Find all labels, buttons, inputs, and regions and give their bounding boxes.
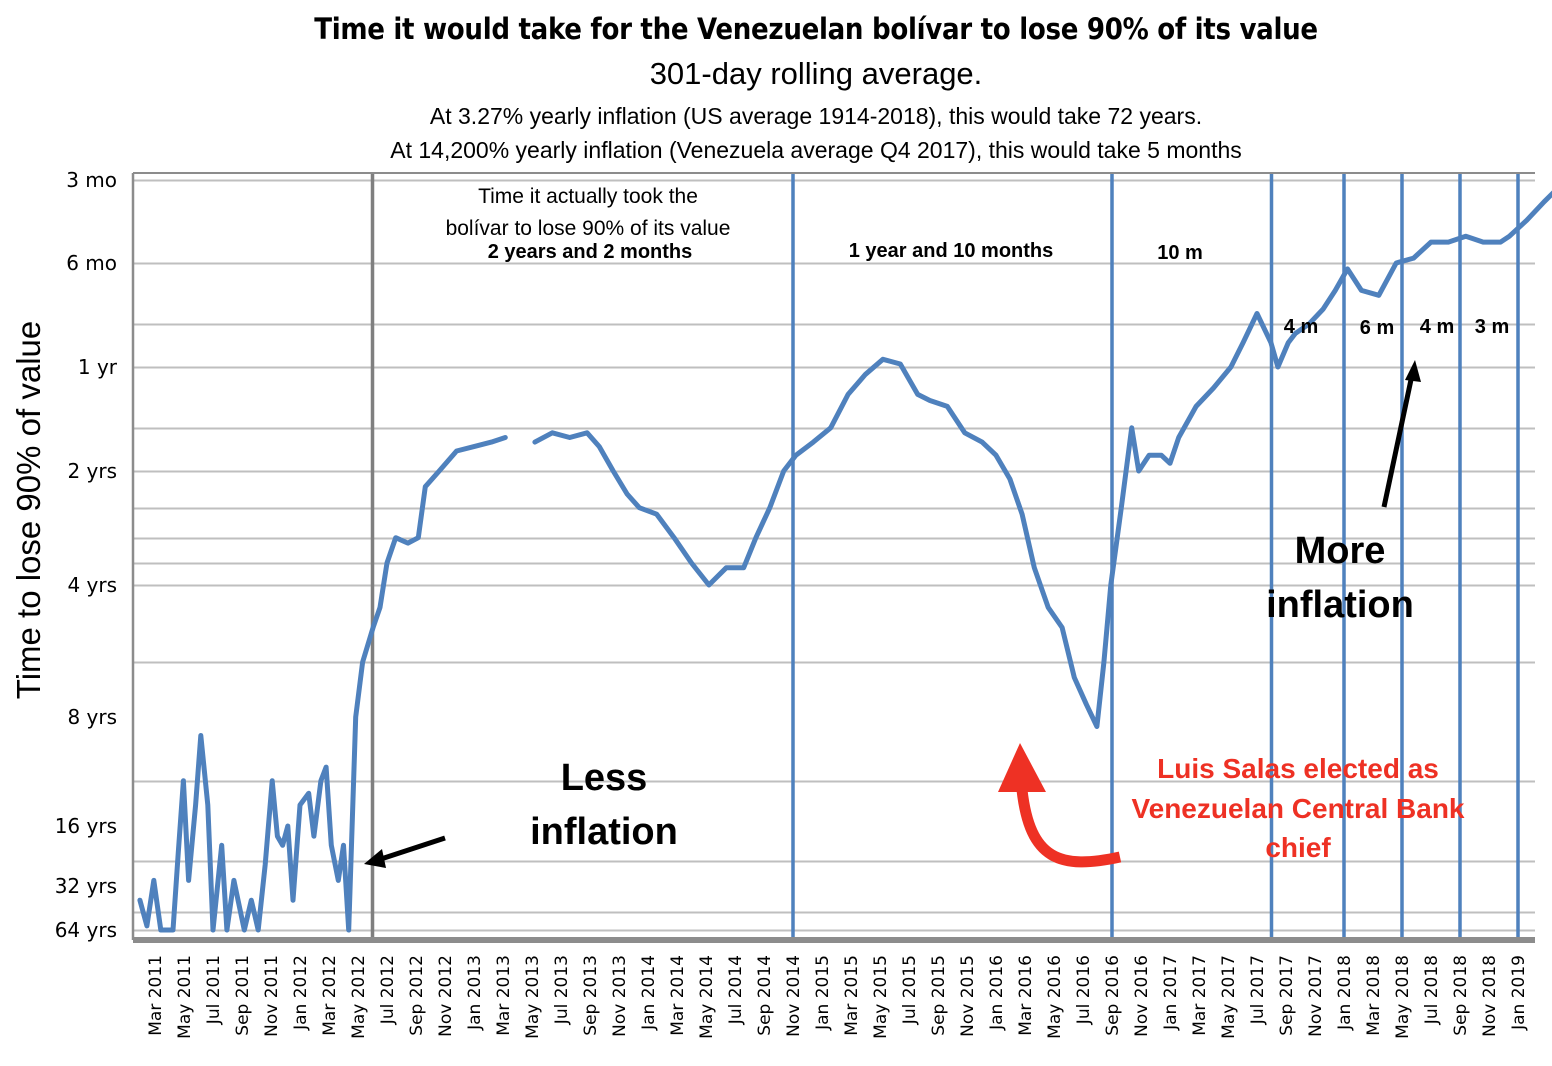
x-axis-ticks: Mar 2011 May 2011 Jul 2011 Sep 2011 Nov 2011… (146, 955, 1529, 1039)
chart-subtitle: 301-day rolling average. (649, 56, 983, 91)
x-tick-label: Nov 2012 (436, 955, 456, 1037)
x-tick-label: Nov 2011 (262, 955, 282, 1037)
x-tick-label: Jul 2015 (900, 955, 920, 1025)
chart-note-us: At 3.27% yearly inflation (US average 19… (429, 103, 1203, 129)
x-tick-label: Nov 2013 (610, 955, 630, 1037)
x-tick-label: May 2013 (523, 955, 543, 1039)
y-tick-label: 1 yr (78, 355, 118, 379)
x-tick-label: May 2011 (175, 955, 195, 1039)
x-tick-label: Mar 2012 (320, 955, 340, 1036)
vertical-markers (370, 173, 1520, 938)
chart-note-venezuela: At 14,200% yearly inflation (Venezuela a… (390, 137, 1242, 163)
y-tick-label: 32 yrs (55, 874, 117, 898)
annotation-period1-bold: 2 years and 2 months (488, 241, 693, 263)
annotation-period1-line1: Time it actually took the (478, 185, 698, 208)
x-tick-label: Sep 2011 (233, 955, 253, 1036)
x-tick-label: Mar 2015 (842, 955, 862, 1036)
plot-frame (131, 172, 1535, 940)
series-layer (133, 190, 1552, 943)
x-tick-label: Mar 2016 (1016, 955, 1036, 1036)
x-tick-label: Nov 2017 (1306, 955, 1326, 1037)
y-tick-label: 2 yrs (67, 459, 117, 483)
y-axis-ticks: 3 mo 6 mo 1 yr 2 yrs 4 yrs 8 yrs 16 yrs 32 yrs 6… (55, 168, 118, 942)
x-tick-label: Nov 2018 (1480, 955, 1500, 1037)
chart-title: Time it would take for the Venezuelan bo… (314, 12, 1318, 46)
x-tick-label: Sep 2014 (755, 955, 775, 1036)
x-tick-label: Mar 2017 (1190, 955, 1210, 1036)
x-tick-label: Mar 2013 (494, 955, 514, 1036)
x-tick-label: Sep 2016 (1103, 955, 1123, 1036)
annotation-more-line2: inflation (1266, 584, 1414, 626)
y-tick-label: 16 yrs (55, 814, 117, 838)
x-tick-label: Nov 2015 (958, 955, 978, 1037)
x-tick-label: Mar 2018 (1364, 955, 1384, 1036)
less-inflation-arrow-icon (364, 835, 446, 868)
x-tick-label: Sep 2013 (581, 955, 601, 1036)
x-tick-label: Sep 2012 (407, 955, 427, 1036)
annotation-period1-line2: bolívar to lose 90% of its value (446, 217, 731, 240)
annotation-period7: 3 m (1475, 316, 1509, 338)
x-tick-label: Mar 2011 (146, 955, 166, 1036)
annotation-salas-line2: Venezuelan Central Bank (1131, 793, 1464, 824)
x-tick-label: May 2015 (871, 955, 891, 1039)
salas-arrow-icon (998, 743, 1122, 868)
x-tick-label: Jan 2012 (291, 955, 311, 1031)
series-line (532, 190, 1552, 729)
x-tick-label: Jan 2013 (465, 955, 485, 1031)
x-tick-label: Nov 2016 (1132, 955, 1152, 1037)
annotation-period3: 10 m (1157, 242, 1203, 264)
y-tick-label: 64 yrs (55, 918, 117, 942)
x-tick-label: Sep 2015 (929, 955, 949, 1036)
x-tick-label: Sep 2018 (1451, 955, 1471, 1036)
annotation-less-line2: inflation (530, 811, 678, 853)
x-tick-label: Jan 2018 (1335, 955, 1355, 1031)
annotation-more-line1: More (1295, 530, 1386, 572)
annotation-period2: 1 year and 10 months (849, 240, 1054, 262)
y-tick-label: 8 yrs (67, 705, 117, 729)
x-tick-label: Jan 2014 (639, 955, 659, 1031)
x-tick-label: May 2014 (697, 955, 717, 1039)
x-tick-label: Jul 2012 (378, 955, 398, 1025)
annotation-period6: 4 m (1420, 316, 1454, 338)
annotation-period5: 6 m (1360, 317, 1394, 339)
y-tick-label: 4 yrs (67, 573, 117, 597)
annotation-salas-line1: Luis Salas elected as (1157, 753, 1439, 784)
y-tick-label: 6 mo (66, 251, 117, 275)
annotation-salas-line3: chief (1265, 832, 1331, 863)
x-tick-label: May 2012 (349, 955, 369, 1039)
x-tick-label: May 2017 (1219, 955, 1239, 1039)
x-tick-label: Jan 2016 (987, 955, 1007, 1031)
x-tick-label: Mar 2014 (668, 955, 688, 1036)
gridlines (133, 179, 1535, 932)
x-tick-label: Jan 2017 (1161, 955, 1181, 1031)
x-tick-label: Jan 2019 (1509, 955, 1529, 1031)
x-tick-label: Nov 2014 (784, 955, 804, 1037)
x-tick-label: May 2016 (1045, 955, 1065, 1039)
x-tick-label: Jul 2016 (1074, 955, 1094, 1025)
more-inflation-arrow-icon (1381, 360, 1421, 508)
x-tick-label: Jul 2014 (726, 955, 746, 1025)
y-axis-label: Time to lose 90% of value (10, 321, 47, 699)
x-tick-label: Jul 2011 (204, 955, 224, 1025)
annotation-period4: 4 m (1284, 316, 1318, 338)
x-tick-label: Jan 2015 (813, 955, 833, 1031)
x-tick-label: May 2018 (1393, 955, 1413, 1039)
y-tick-label: 3 mo (66, 168, 117, 192)
x-tick-label: Jul 2017 (1248, 955, 1268, 1025)
x-tick-label: Sep 2017 (1277, 955, 1297, 1036)
series-line (137, 435, 508, 933)
x-tick-label: Jul 2018 (1422, 955, 1442, 1025)
annotation-less-line1: Less (561, 757, 648, 799)
x-tick-label: Jul 2013 (552, 955, 572, 1025)
